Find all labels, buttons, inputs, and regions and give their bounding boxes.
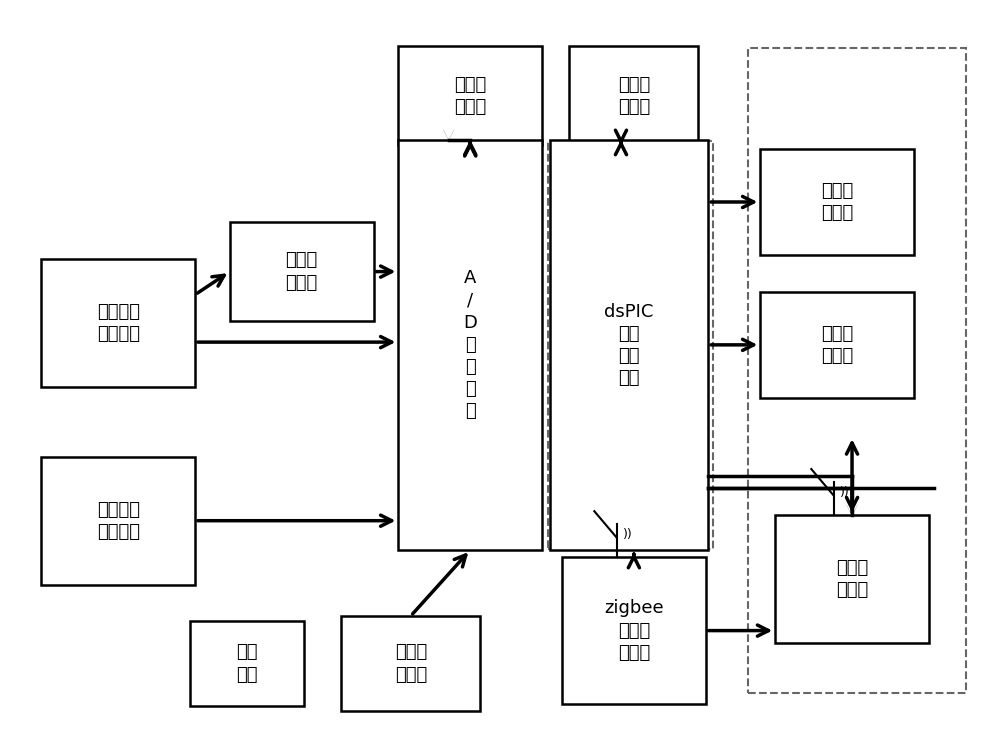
Bar <box>569 46 698 145</box>
Text: 编码控
制模块: 编码控 制模块 <box>454 76 486 116</box>
Text: 数据存
储模块: 数据存 储模块 <box>836 559 868 599</box>
Bar <box>760 149 914 255</box>
Text: )): )) <box>840 485 850 499</box>
Bar <box>190 622 304 705</box>
Bar <box>775 515 929 643</box>
Bar <box>548 142 713 548</box>
Bar <box>562 557 706 704</box>
Text: 外部时
钟模块: 外部时 钟模块 <box>618 76 650 116</box>
Bar <box>230 222 374 321</box>
Bar <box>550 140 708 550</box>
Bar <box>760 292 914 398</box>
Text: 数据显
示模块: 数据显 示模块 <box>821 182 853 222</box>
Bar <box>398 140 542 550</box>
Text: 数据打
印模块: 数据打 印模块 <box>821 325 853 365</box>
Text: A
/
D
转
换
接
口: A / D 转 换 接 口 <box>463 269 477 420</box>
Text: zigbee
无线中
继模块: zigbee 无线中 继模块 <box>604 599 664 662</box>
Text: 电压信号
采集模块: 电压信号 采集模块 <box>97 303 140 343</box>
Text: 电流信号
采集模块: 电流信号 采集模块 <box>97 501 140 541</box>
Text: dsPIC
芯片
处理
模块: dsPIC 芯片 处理 模块 <box>604 302 654 387</box>
Text: )): )) <box>623 528 633 541</box>
Text: 温度采
集模块: 温度采 集模块 <box>395 643 427 684</box>
Bar <box>41 259 195 387</box>
Bar <box>41 456 195 585</box>
Bar <box>748 48 966 693</box>
Bar <box>398 46 542 145</box>
Bar <box>341 616 480 711</box>
Text: 频率检
测模块: 频率检 测模块 <box>286 251 318 292</box>
Text: 电源
模块: 电源 模块 <box>236 643 258 684</box>
